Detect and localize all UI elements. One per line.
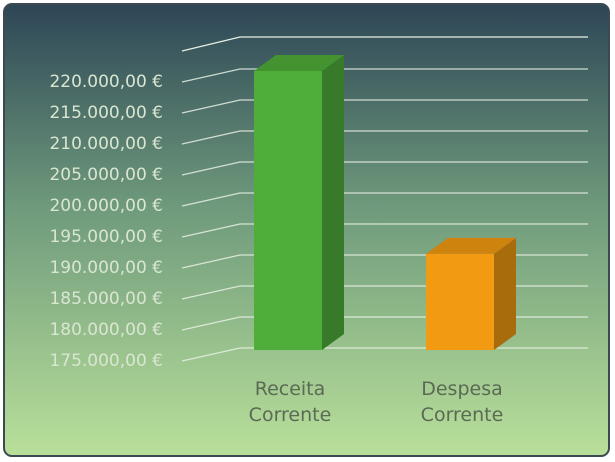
y-tick-label: 220.000,00 € — [49, 72, 163, 92]
bar-top — [426, 237, 516, 254]
y-tick-label: 200.000,00 € — [49, 196, 163, 216]
y-tick-label: 195.000,00 € — [49, 227, 163, 247]
y-tick-label: 180.000,00 € — [49, 320, 163, 340]
x-tick-label: Despesa Corrente — [420, 378, 504, 426]
bar-top — [254, 55, 344, 71]
x-tick-label: Receita Corrente — [248, 378, 332, 426]
y-tick-label: 185.000,00 € — [49, 289, 163, 309]
grid-line — [181, 192, 588, 207]
grid-line — [181, 130, 588, 145]
y-tick-label: 205.000,00 € — [49, 165, 163, 185]
grid-line — [181, 99, 588, 114]
bar-side — [494, 237, 516, 350]
y-tick-label: 215.000,00 € — [49, 103, 163, 123]
grid-line — [181, 36, 588, 52]
grid-line — [181, 68, 588, 83]
y-tick-label: 210.000,00 € — [49, 134, 163, 154]
y-tick-label: 190.000,00 € — [49, 258, 163, 278]
y-tick-label: 175.000,00 € — [49, 351, 163, 371]
bar-side — [322, 55, 344, 350]
bar — [426, 253, 494, 350]
bar — [254, 71, 322, 350]
grid-line — [181, 161, 588, 176]
grid-line — [181, 223, 588, 238]
